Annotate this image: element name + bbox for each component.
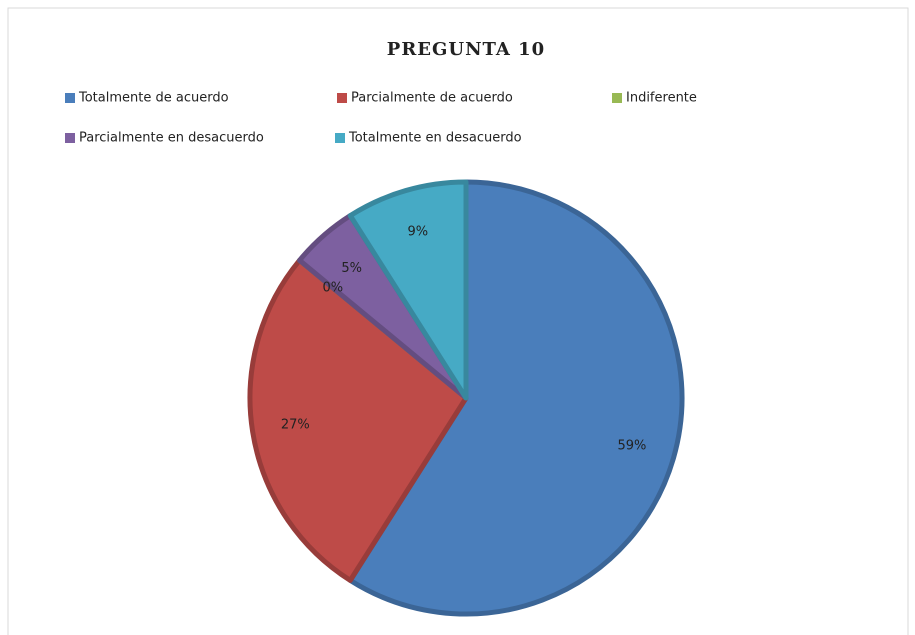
data-label: 9% (407, 225, 428, 240)
legend-label: Parcialmente en desacuerdo (79, 131, 264, 146)
legend-label: Totalmente en desacuerdo (348, 131, 522, 146)
chart-title: PREGUNTA 10 (387, 39, 545, 60)
data-label: 59% (617, 439, 646, 454)
legend-label: Totalmente de acuerdo (78, 91, 229, 106)
legend-swatch (65, 93, 75, 103)
legend-label: Parcialmente de acuerdo (351, 91, 513, 106)
pie-slice (247, 257, 469, 583)
data-label: 0% (323, 280, 344, 295)
legend-label: Indiferente (626, 91, 697, 106)
data-label: 27% (281, 418, 310, 433)
pie-slice (347, 179, 685, 617)
legend-swatch (612, 93, 622, 103)
legend-swatch (337, 93, 347, 103)
data-label: 5% (341, 261, 362, 276)
legend-swatch (65, 133, 75, 143)
pie-slice (347, 179, 469, 401)
legend-swatch (335, 133, 345, 143)
